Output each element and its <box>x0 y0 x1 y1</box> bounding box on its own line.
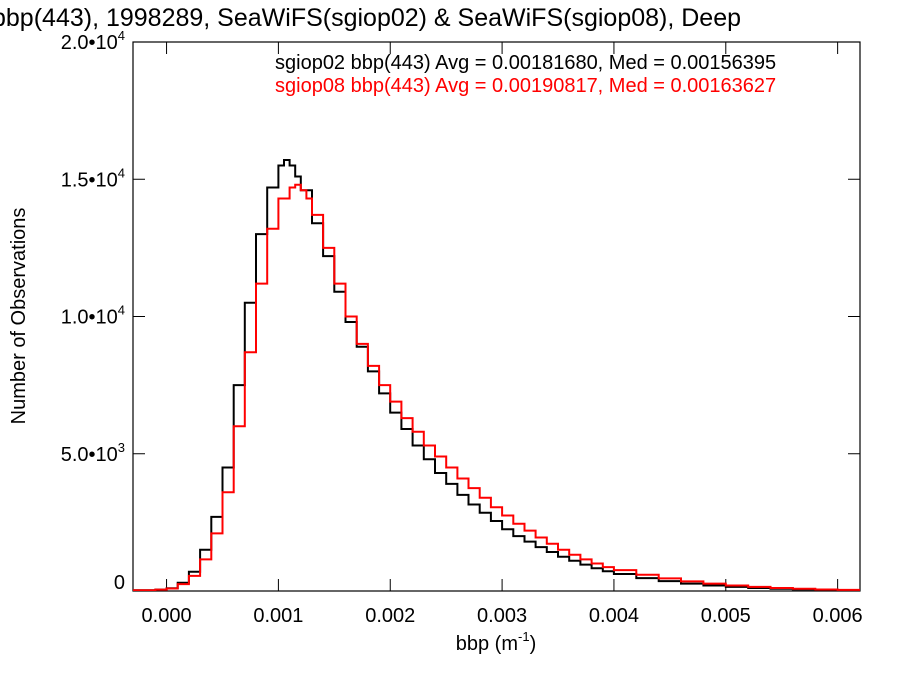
legend-entry-2: sgiop08 bbp(443) Avg = 0.00190817, Med =… <box>275 75 776 97</box>
plot-frame <box>132 41 861 592</box>
x-tick-label: 0.001 <box>253 605 303 627</box>
y-tick-label: 1.0•104 <box>61 303 125 329</box>
y-axis: 0 5.0•103 1.0•104 1.5•104 2.0•104 <box>61 28 860 594</box>
y-tick-label: 0 <box>114 572 125 594</box>
x-axis: 0.000 0.001 0.002 0.003 0.004 0.005 0.006 <box>142 42 863 627</box>
x-tick-label: 0.006 <box>813 605 863 627</box>
series-line-2 <box>133 183 860 591</box>
chart-title: bbp(443), 1998289, SeaWiFS(sgiop02) & Se… <box>0 4 741 32</box>
y-tick-label: 1.5•104 <box>61 165 125 191</box>
y-axis-label: Number of Observations <box>8 208 30 425</box>
plot-area <box>132 41 861 592</box>
x-tick-label: 0.004 <box>589 605 639 627</box>
legend-entry-1: sgiop02 bbp(443) Avg = 0.00181680, Med =… <box>275 52 776 74</box>
y-tick-label: 2.0•104 <box>61 28 125 54</box>
x-tick-label: 0.000 <box>142 605 192 627</box>
x-axis-label: bbp (m-1) <box>456 629 536 655</box>
y-tick-label: 5.0•103 <box>61 440 125 466</box>
series-line-1 <box>133 159 860 591</box>
series-layer <box>133 159 860 591</box>
x-tick-label: 0.002 <box>365 605 415 627</box>
x-tick-label: 0.005 <box>701 605 751 627</box>
x-tick-label: 0.003 <box>477 605 527 627</box>
legend: sgiop02 bbp(443) Avg = 0.00181680, Med =… <box>275 52 776 97</box>
